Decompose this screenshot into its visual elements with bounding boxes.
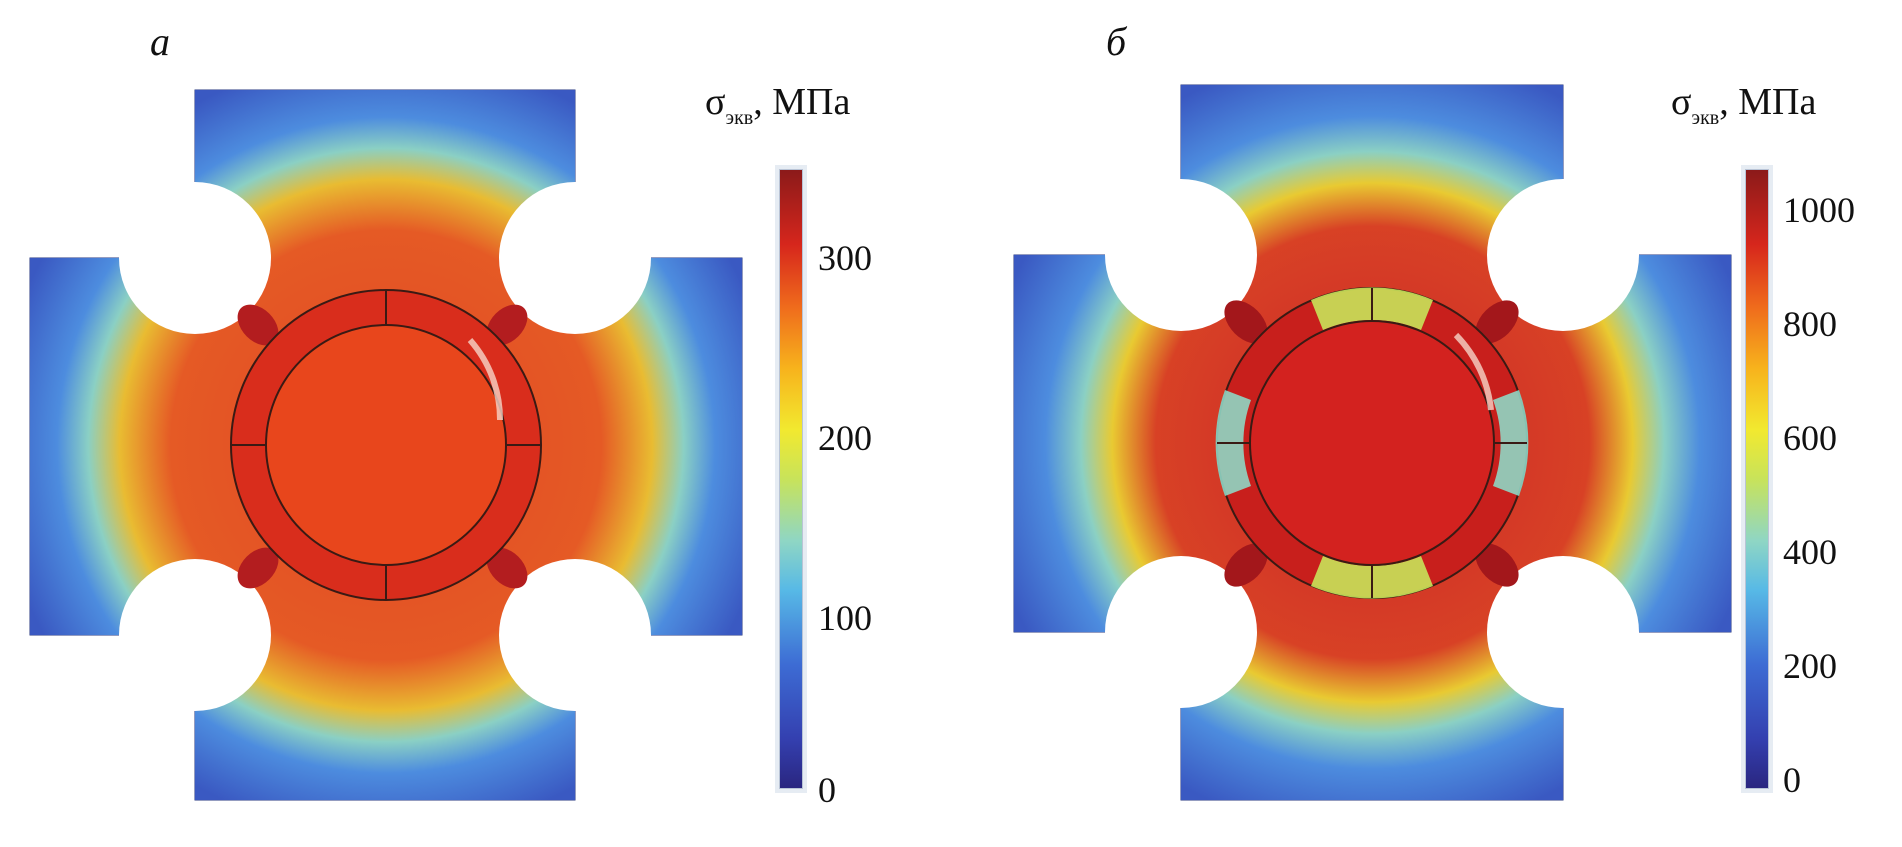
colorbar-tick: 0 [1783,760,1801,800]
panel-letter: б [1106,19,1127,64]
hot-spot [1224,300,1268,344]
hole-bottom-right [1487,556,1639,708]
rim-highlight [1453,332,1494,411]
hot-spot [237,547,279,589]
hole-bottom-left [1105,556,1257,708]
inner-disc [1249,320,1495,566]
colorbar-tick: 1000 [1783,190,1855,230]
colorbar-tick: 600 [1783,418,1837,458]
hole-bottom-right [499,559,651,711]
hot-spot [237,304,279,346]
hot-spot [1224,543,1268,587]
panel-a: а σэкв, МПа 300 200 100 0 [29,19,872,810]
hole-top-right [499,182,651,334]
colorbar-tick: 0 [818,770,836,810]
colorbar-tick: 200 [1783,646,1837,686]
inner-disc [265,324,507,566]
colorbar-title: σэкв, МПа [705,81,851,129]
colorbar [779,169,803,789]
colorbar-tick: 400 [1783,532,1837,572]
hot-spot [486,547,528,589]
hole-bottom-left [119,559,271,711]
panel-b: б σэкв, МПа 1000 800 600 400 200 0 [951,0,1902,847]
hole-top-left [119,182,271,334]
panel-letter: а [150,19,170,64]
hot-spot [1475,300,1519,344]
colorbar [1745,169,1769,789]
hole-top-right [1487,179,1639,331]
colorbar-tick: 300 [818,238,872,278]
colorbar-tick: 100 [818,598,872,638]
hot-spot [1475,543,1519,587]
colorbar-tick: 800 [1783,304,1837,344]
colorbar-tick: 200 [818,418,872,458]
stress-field-plot-a [29,89,743,801]
stress-field-plot-b [1013,84,1732,801]
hole-top-left [1105,179,1257,331]
rim-highlight [467,338,504,421]
colorbar-title: σэкв, МПа [1671,81,1817,129]
